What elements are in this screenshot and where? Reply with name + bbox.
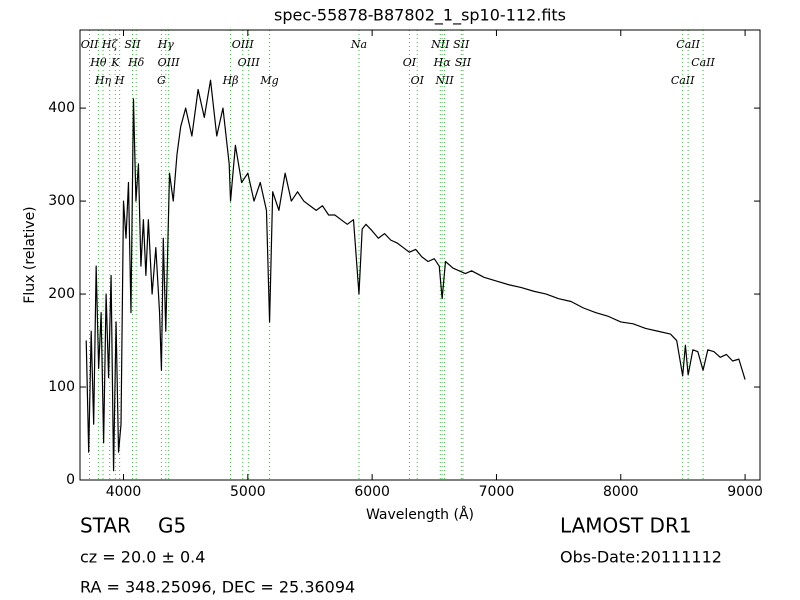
- x-tick-label: 4000: [106, 484, 142, 500]
- survey: LAMOST DR1: [560, 514, 692, 538]
- x-tick-label: 6000: [354, 484, 390, 500]
- plot-frame: [79, 29, 761, 481]
- spectral-line-label: Na: [350, 38, 367, 51]
- x-tick-label: 5000: [230, 484, 266, 500]
- coordinates: RA = 348.25096, DEC = 25.36094: [80, 578, 355, 597]
- spectral-line-label: OI: [411, 74, 425, 87]
- spectral-line-label: SII: [124, 38, 141, 51]
- spectral-line-label: G: [157, 74, 166, 87]
- spectral-line-label: SII: [455, 56, 472, 69]
- spectral-line-label: NII: [434, 74, 454, 87]
- y-tick-label: 0: [66, 472, 75, 488]
- y-tick-label: 200: [48, 286, 75, 302]
- x-tick-label: 7000: [479, 484, 515, 500]
- spectral-line-label: CaII: [691, 56, 715, 69]
- spectral-line-label: OIII: [158, 56, 181, 69]
- y-axis-label: Flux (relative): [22, 206, 38, 303]
- redshift: cz = 20.0 ± 0.4: [80, 548, 205, 567]
- x-axis-label: Wavelength (Å): [366, 506, 474, 523]
- spectral-line-label: Mg: [259, 74, 278, 87]
- spectral-line-label: Hθ: [89, 56, 107, 69]
- x-tick-label: 8000: [603, 484, 639, 500]
- star-subclass: G5: [158, 514, 186, 538]
- spectral-line-label: CaII: [676, 38, 700, 51]
- y-tick-label: 400: [48, 100, 75, 116]
- spectral-line-label: Hζ: [101, 38, 119, 51]
- spectral-line-label: Hγ: [157, 38, 175, 51]
- spectral-line-label: OI: [403, 56, 417, 69]
- spectral-line-label: CaII: [671, 74, 695, 87]
- spectral-line-label: Hα: [433, 56, 452, 69]
- spectral-line-label: SII: [453, 38, 470, 51]
- star-class: STAR: [80, 514, 131, 538]
- y-tick-label: 100: [48, 379, 75, 395]
- spectral-line-label: OII: [81, 38, 99, 51]
- spectral-line-label: K: [110, 56, 120, 69]
- spectrum-line: [85, 79, 746, 472]
- spectral-line-label: NII: [430, 38, 450, 51]
- spectral-line-label: OIII: [232, 38, 255, 51]
- spectral-line-label: Hη: [94, 74, 112, 87]
- y-tick-label: 300: [48, 193, 75, 209]
- spectral-line-label: Hβ: [222, 74, 239, 87]
- x-tick-label: 9000: [727, 484, 763, 500]
- spectral-line-label: OIII: [238, 56, 261, 69]
- chart-title: spec-55878-B87802_1_sp10-112.fits: [274, 6, 566, 26]
- spectral-line-label: H: [114, 74, 125, 87]
- spectral-line-label: Hδ: [127, 56, 145, 69]
- obs-date: Obs-Date:20111112: [560, 548, 722, 567]
